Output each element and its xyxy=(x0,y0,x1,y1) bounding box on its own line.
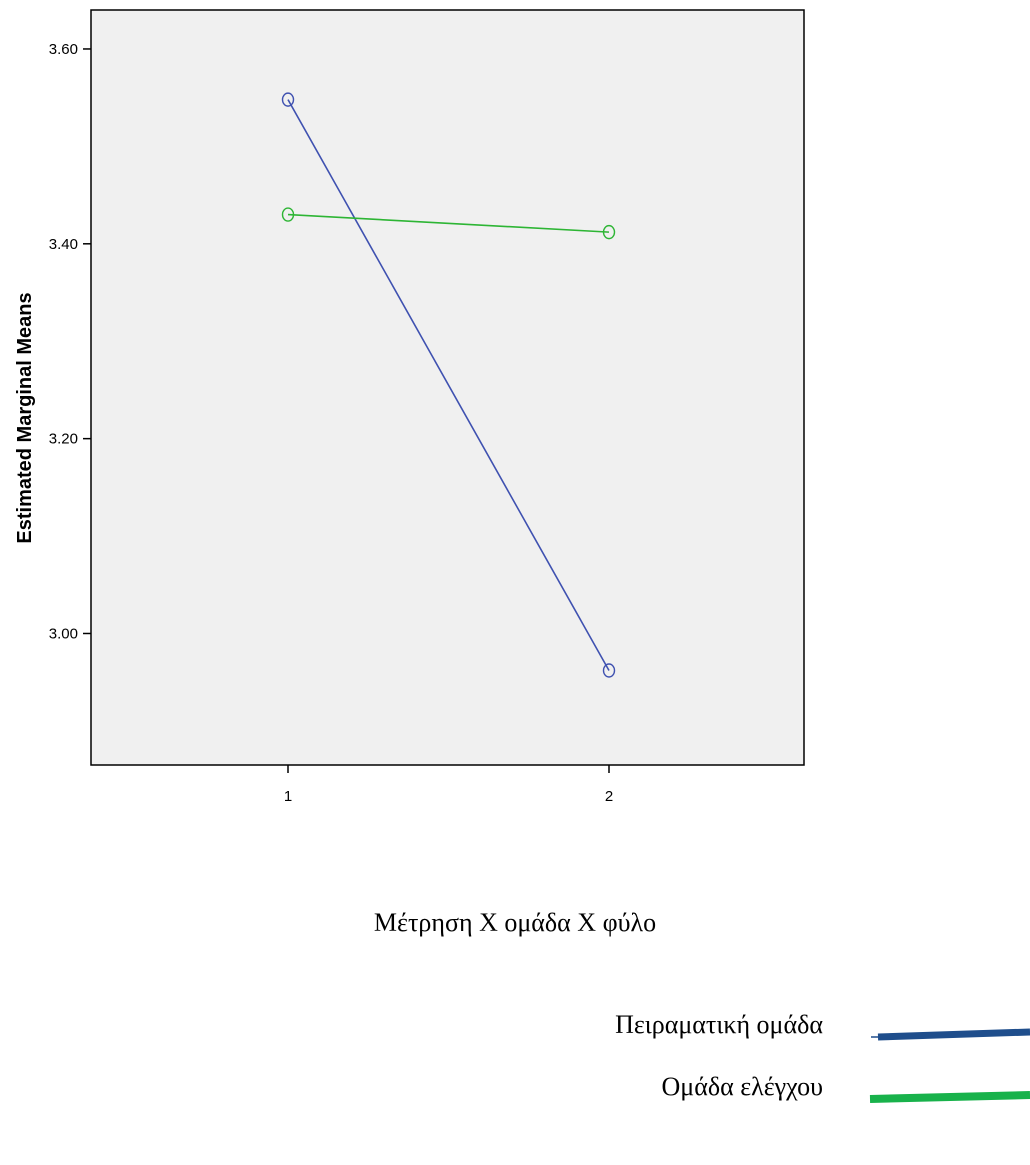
series-line-1 xyxy=(287,213,610,233)
y-tick-label: 3.20 xyxy=(49,431,78,448)
legend-label-experimental: Πειραματική ομάδα xyxy=(615,1010,823,1039)
x-tick-label: 2 xyxy=(605,788,613,805)
y-tick-label: 3.00 xyxy=(49,625,78,642)
legend-swatches xyxy=(869,1028,1030,1103)
y-axis-title: Estimated Marginal Means xyxy=(14,292,36,543)
plot-area xyxy=(90,9,805,766)
legend-label-control: Ομάδα ελέγχου xyxy=(661,1072,823,1101)
x-tick-label: 1 xyxy=(284,788,292,805)
y-tick-label: 3.60 xyxy=(49,41,78,58)
series-point-1 xyxy=(602,224,616,240)
chart-caption: Μέτρηση Χ ομάδα Χ φύλο xyxy=(373,908,657,937)
series-point-0 xyxy=(602,663,616,678)
axes: 3.00 3.20 3.40 3.60 1 2 xyxy=(49,41,613,805)
legend-swatch-control xyxy=(869,1091,1030,1103)
y-tick-label: 3.40 xyxy=(49,236,78,253)
legend-swatch-experimental xyxy=(877,1028,1030,1041)
series-point-0 xyxy=(281,92,295,107)
series xyxy=(281,92,616,678)
series-point-1 xyxy=(281,207,295,222)
series-line-0 xyxy=(287,99,610,671)
